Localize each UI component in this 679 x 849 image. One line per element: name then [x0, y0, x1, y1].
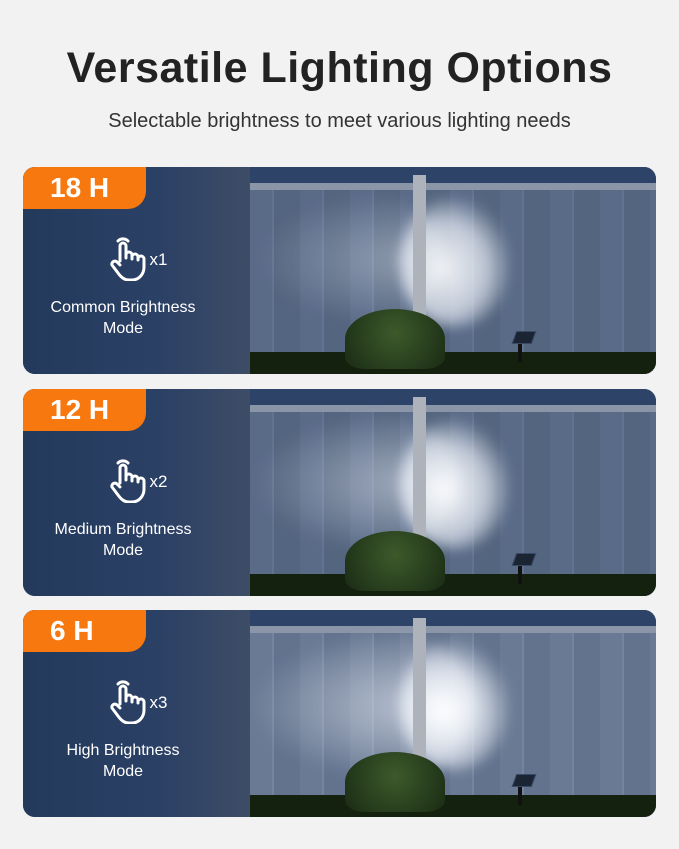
mode-label-line2: Mode	[102, 320, 144, 337]
fence-rail	[250, 183, 656, 190]
press-count: x3	[149, 693, 168, 712]
press-count: x1	[149, 250, 168, 269]
hand-tap-icon	[109, 680, 146, 724]
mode-label-line2: Mode	[102, 763, 144, 780]
lamp-stake	[518, 560, 522, 584]
fence-rail	[250, 626, 656, 633]
mode-label: High Brightness Mode	[23, 740, 223, 782]
grass	[250, 795, 656, 817]
press-count: x2	[149, 472, 168, 491]
night-sky	[250, 389, 656, 405]
grass	[250, 574, 656, 596]
fence-rail	[250, 405, 656, 412]
bush	[345, 309, 445, 369]
hand-tap-icon	[109, 459, 146, 503]
press-indicator: x2	[23, 457, 250, 503]
bush	[345, 752, 445, 812]
mode-info: 12 H x2 Medium Brightness Mode	[23, 389, 250, 596]
runtime-badge: 18 H	[23, 167, 146, 209]
fence-photo	[250, 167, 656, 374]
hand-tap-icon	[109, 237, 146, 281]
mode-panel: 6 H x3 High Brightness Mode	[23, 610, 656, 817]
grass	[250, 352, 656, 374]
mode-label-line1: Common Brightness	[50, 299, 196, 316]
fence-post	[413, 397, 426, 576]
mode-label-line1: High Brightness	[66, 742, 180, 759]
runtime-badge: 6 H	[23, 610, 146, 652]
fence-photo	[250, 610, 656, 817]
night-sky	[250, 167, 656, 183]
fence-post	[413, 618, 426, 797]
runtime-badge: 12 H	[23, 389, 146, 431]
mode-label-line1: Medium Brightness	[54, 521, 192, 538]
night-sky	[250, 610, 656, 626]
mode-info: 18 H x1 Common Brightness Mode	[23, 167, 250, 374]
lamp-stake	[518, 781, 522, 805]
press-indicator: x3	[23, 678, 250, 724]
fence-post	[413, 175, 426, 354]
press-indicator: x1	[23, 235, 250, 281]
mode-label: Common Brightness Mode	[23, 297, 223, 339]
mode-label: Medium Brightness Mode	[23, 519, 223, 561]
page-title: Versatile Lighting Options	[66, 44, 613, 92]
mode-panel: 18 H x1 Common Brightness Mode	[23, 167, 656, 374]
fence-photo	[250, 389, 656, 596]
bush	[345, 531, 445, 591]
lamp-stake	[518, 338, 522, 362]
mode-panel: 12 H x2 Medium Brightness Mode	[23, 389, 656, 596]
page-subtitle: Selectable brightness to meet various li…	[108, 110, 571, 132]
mode-label-line2: Mode	[102, 542, 144, 559]
mode-info: 6 H x3 High Brightness Mode	[23, 610, 250, 817]
